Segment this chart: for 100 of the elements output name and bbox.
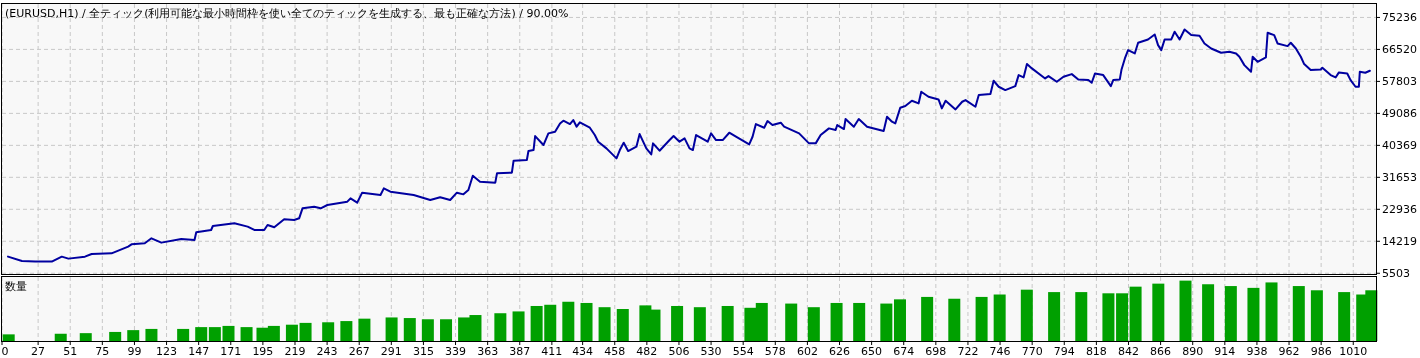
xtick: 387: [509, 345, 531, 358]
xtick: 746: [989, 345, 1011, 358]
ytick: 49086: [1382, 107, 1417, 121]
ytick: 57803: [1382, 75, 1417, 89]
bar: [195, 327, 208, 341]
xtick: 890: [1182, 345, 1204, 358]
xtick: 75: [95, 345, 110, 358]
bar: [693, 307, 706, 341]
bar: [1152, 283, 1165, 341]
bar: [880, 303, 893, 341]
bar: [1224, 286, 1237, 341]
xtick: 434: [572, 345, 594, 358]
bar: [1310, 290, 1323, 341]
xtick: 986: [1310, 345, 1332, 358]
bar: [562, 301, 575, 341]
ytick: 31653: [1382, 171, 1417, 185]
bar: [285, 324, 298, 341]
xtick: 458: [604, 345, 626, 358]
bar: [616, 309, 629, 341]
xtick: 1010: [1339, 345, 1368, 358]
xtick: 219: [284, 345, 306, 358]
bar: [721, 305, 734, 341]
xtick: 794: [1053, 345, 1075, 358]
bar: [299, 322, 312, 341]
xtick: 674: [893, 345, 915, 358]
ytick: 75236: [1382, 11, 1417, 25]
xtick: 770: [1021, 345, 1043, 358]
bar: [127, 330, 140, 341]
bar: [580, 302, 593, 341]
bar: [208, 327, 221, 341]
xtick: 962: [1278, 345, 1300, 358]
xtick: 243: [316, 345, 338, 358]
bar: [54, 333, 67, 341]
xtick: 722: [957, 345, 979, 358]
bar: [1292, 286, 1305, 341]
xtick: 506: [668, 345, 690, 358]
bar: [1048, 292, 1061, 341]
xtick: 339: [445, 345, 467, 358]
xtick: 0: [1, 345, 9, 358]
title: (EURUSD,H1) / 全ティック(利用可能な最小時間枠を使い全てのティックを生成する、最も正確な方法) / 90.00%: [5, 7, 569, 20]
xtick: 315: [412, 345, 434, 358]
xtick: 842: [1118, 345, 1139, 358]
xtick: 602: [796, 345, 818, 358]
bar: [440, 319, 453, 341]
xtick: 147: [188, 345, 210, 358]
xtick: 626: [829, 345, 850, 358]
xtick: 27: [31, 345, 46, 358]
bar: [1102, 293, 1115, 341]
xtick: 99: [127, 345, 142, 358]
bar: [893, 299, 906, 341]
xtick: 938: [1246, 345, 1268, 358]
bar: [1247, 287, 1260, 341]
bar: [853, 302, 866, 341]
xtick: 267: [348, 345, 370, 358]
bar: [421, 319, 434, 341]
bar: [494, 313, 507, 341]
xtick: 866: [1150, 345, 1172, 358]
bar: [785, 303, 798, 341]
xtick: 291: [380, 345, 402, 358]
bar: [1202, 284, 1215, 341]
xtick: 51: [63, 345, 78, 358]
xtick: 650: [861, 345, 883, 358]
bar: [240, 327, 253, 341]
xtick: 578: [764, 345, 786, 358]
bar: [340, 321, 353, 341]
bar: [1075, 292, 1088, 341]
xtick: 554: [732, 345, 754, 358]
xtick: 914: [1214, 345, 1236, 358]
bar: [1020, 289, 1033, 341]
xtick: 195: [252, 345, 274, 358]
ytick: 66520: [1382, 43, 1417, 57]
bar: [1265, 282, 1278, 341]
bar: [79, 333, 92, 341]
ytick: 40369: [1382, 139, 1417, 153]
bar: [385, 317, 398, 341]
bar: [975, 296, 988, 341]
title: 数量: [5, 280, 27, 293]
xtick: 818: [1085, 345, 1107, 358]
bar: [1338, 292, 1351, 341]
bar: [830, 302, 843, 341]
bar: [358, 318, 371, 341]
bar: [145, 328, 158, 341]
xtick: 123: [156, 345, 178, 358]
bar: [598, 307, 611, 341]
bar: [807, 307, 820, 341]
ytick: 5503: [1382, 267, 1410, 281]
xtick: 363: [477, 345, 499, 358]
bar: [2, 334, 15, 341]
bar: [109, 331, 122, 341]
bar: [512, 311, 525, 341]
bar: [993, 294, 1006, 341]
bar: [671, 305, 684, 341]
bar: [403, 318, 416, 341]
bar: [177, 328, 190, 341]
xtick: 482: [636, 345, 658, 358]
bar: [322, 322, 335, 341]
bar: [222, 325, 235, 341]
bar: [921, 296, 934, 341]
ytick: 22936: [1382, 203, 1417, 217]
ytick: 14219: [1382, 235, 1417, 249]
